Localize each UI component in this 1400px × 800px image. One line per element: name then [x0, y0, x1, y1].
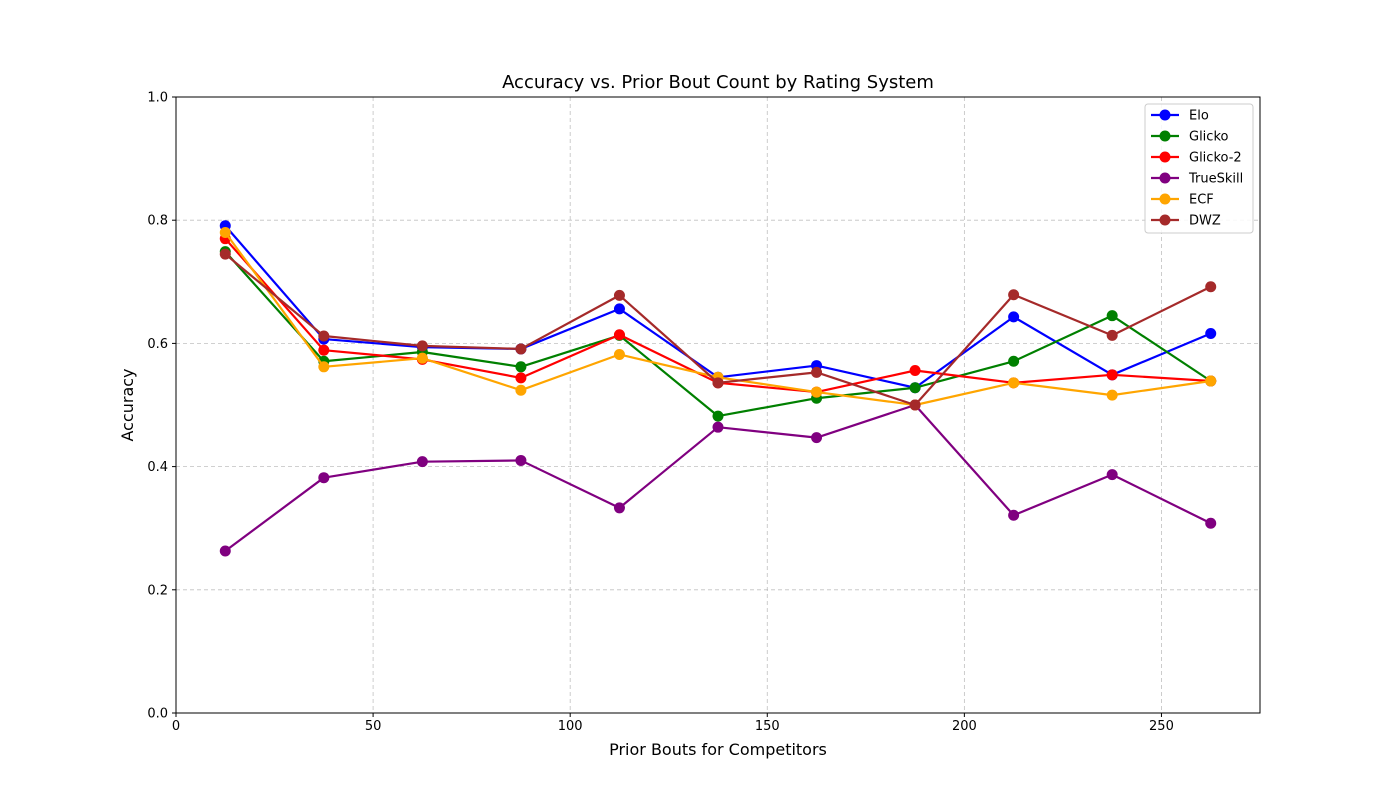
data-point-glicko-2 [1106, 369, 1118, 381]
series-lines [219, 220, 1217, 557]
y-tick-label: 0.0 [147, 707, 168, 722]
y-tick-label: 0.6 [147, 337, 168, 352]
legend-label: DWZ [1189, 214, 1221, 229]
data-point-elo [613, 303, 625, 315]
x-tick-label: 100 [558, 719, 583, 734]
data-point-trueskill [416, 456, 428, 468]
data-point-ecf [1008, 377, 1020, 389]
legend-label: Glicko-2 [1189, 151, 1242, 166]
data-point-glicko [909, 382, 921, 394]
legend-entry-elo: Elo [1151, 109, 1209, 124]
data-point-glicko [1008, 355, 1020, 367]
x-axis-label: Prior Bouts for Competitors [609, 740, 827, 759]
legend: Elo Glicko Glicko-2 TrueSkill ECF DWZ [1144, 103, 1254, 234]
legend-label: TrueSkill [1188, 172, 1243, 187]
data-point-elo [1205, 328, 1217, 340]
legend-entry-trueskill: TrueSkill [1151, 172, 1243, 187]
legend-entry-dwz: DWZ [1151, 214, 1221, 229]
data-point-ecf [515, 384, 527, 396]
x-tick-label: 50 [365, 719, 382, 734]
x-axis-ticks: 0 50 100 150 200 250 [172, 713, 1174, 734]
legend-label: Elo [1189, 109, 1209, 124]
y-tick-label: 0.8 [147, 214, 168, 229]
y-tick-label: 0.2 [147, 583, 168, 598]
y-tick-label: 1.0 [147, 91, 168, 106]
plot-area-background [176, 97, 1260, 713]
series-dwz [219, 248, 1217, 411]
data-point-ecf [318, 361, 330, 373]
legend-swatch-marker [1159, 151, 1171, 163]
data-point-ecf [613, 348, 625, 360]
legend-swatch-marker [1159, 193, 1171, 205]
x-tick-label: 250 [1149, 719, 1174, 734]
data-point-dwz [318, 330, 330, 342]
data-point-trueskill [1205, 517, 1217, 529]
data-point-dwz [909, 399, 921, 411]
data-point-dwz [712, 377, 724, 389]
data-point-dwz [613, 289, 625, 301]
data-point-elo [1008, 311, 1020, 323]
data-point-dwz [219, 248, 231, 260]
data-point-trueskill [613, 502, 625, 514]
data-point-trueskill [318, 472, 330, 484]
legend-swatch-marker [1159, 214, 1171, 226]
data-point-glicko-2 [909, 365, 921, 377]
data-point-trueskill [515, 454, 527, 466]
data-point-trueskill [1008, 509, 1020, 521]
x-tick-label: 150 [755, 719, 780, 734]
data-point-trueskill [811, 432, 823, 444]
chart-title: Accuracy vs. Prior Bout Count by Rating … [502, 72, 934, 93]
data-point-glicko [712, 410, 724, 422]
data-point-trueskill [219, 545, 231, 557]
y-axis-ticks: 0.0 0.2 0.4 0.6 0.8 1.0 [147, 91, 176, 722]
x-tick-label: 200 [952, 719, 977, 734]
data-point-trueskill [1106, 469, 1118, 481]
data-point-ecf [219, 227, 231, 239]
data-point-ecf [1205, 375, 1217, 387]
data-point-ecf [1106, 389, 1118, 401]
data-point-glicko-2 [613, 329, 625, 341]
data-point-dwz [515, 343, 527, 355]
x-tick-label: 0 [172, 719, 180, 734]
data-point-glicko [515, 361, 527, 373]
data-point-dwz [811, 366, 823, 378]
series-trueskill [219, 399, 1217, 557]
legend-swatch-marker [1159, 130, 1171, 142]
legend-entry-ecf: ECF [1151, 193, 1214, 208]
data-point-dwz [1205, 281, 1217, 293]
plot-area-frame [175, 96, 1261, 714]
data-point-trueskill [712, 421, 724, 433]
data-point-dwz [1106, 329, 1118, 341]
data-point-glicko-2 [515, 372, 527, 384]
data-point-glicko [1106, 310, 1118, 322]
legend-entries: Elo Glicko Glicko-2 TrueSkill ECF DWZ [1151, 109, 1243, 229]
data-point-ecf [416, 352, 428, 364]
legend-entry-glicko: Glicko [1151, 130, 1229, 145]
y-axis-label: Accuracy [118, 368, 137, 441]
data-point-glicko-2 [318, 344, 330, 356]
legend-swatch-marker [1159, 109, 1171, 121]
legend-entry-glicko-2: Glicko-2 [1151, 151, 1242, 166]
data-point-ecf [811, 386, 823, 398]
legend-label: ECF [1189, 193, 1214, 208]
y-tick-label: 0.4 [147, 460, 168, 475]
data-point-dwz [416, 340, 428, 352]
legend-label: Glicko [1189, 130, 1229, 145]
data-point-dwz [1008, 289, 1020, 301]
legend-swatch-marker [1159, 172, 1171, 184]
